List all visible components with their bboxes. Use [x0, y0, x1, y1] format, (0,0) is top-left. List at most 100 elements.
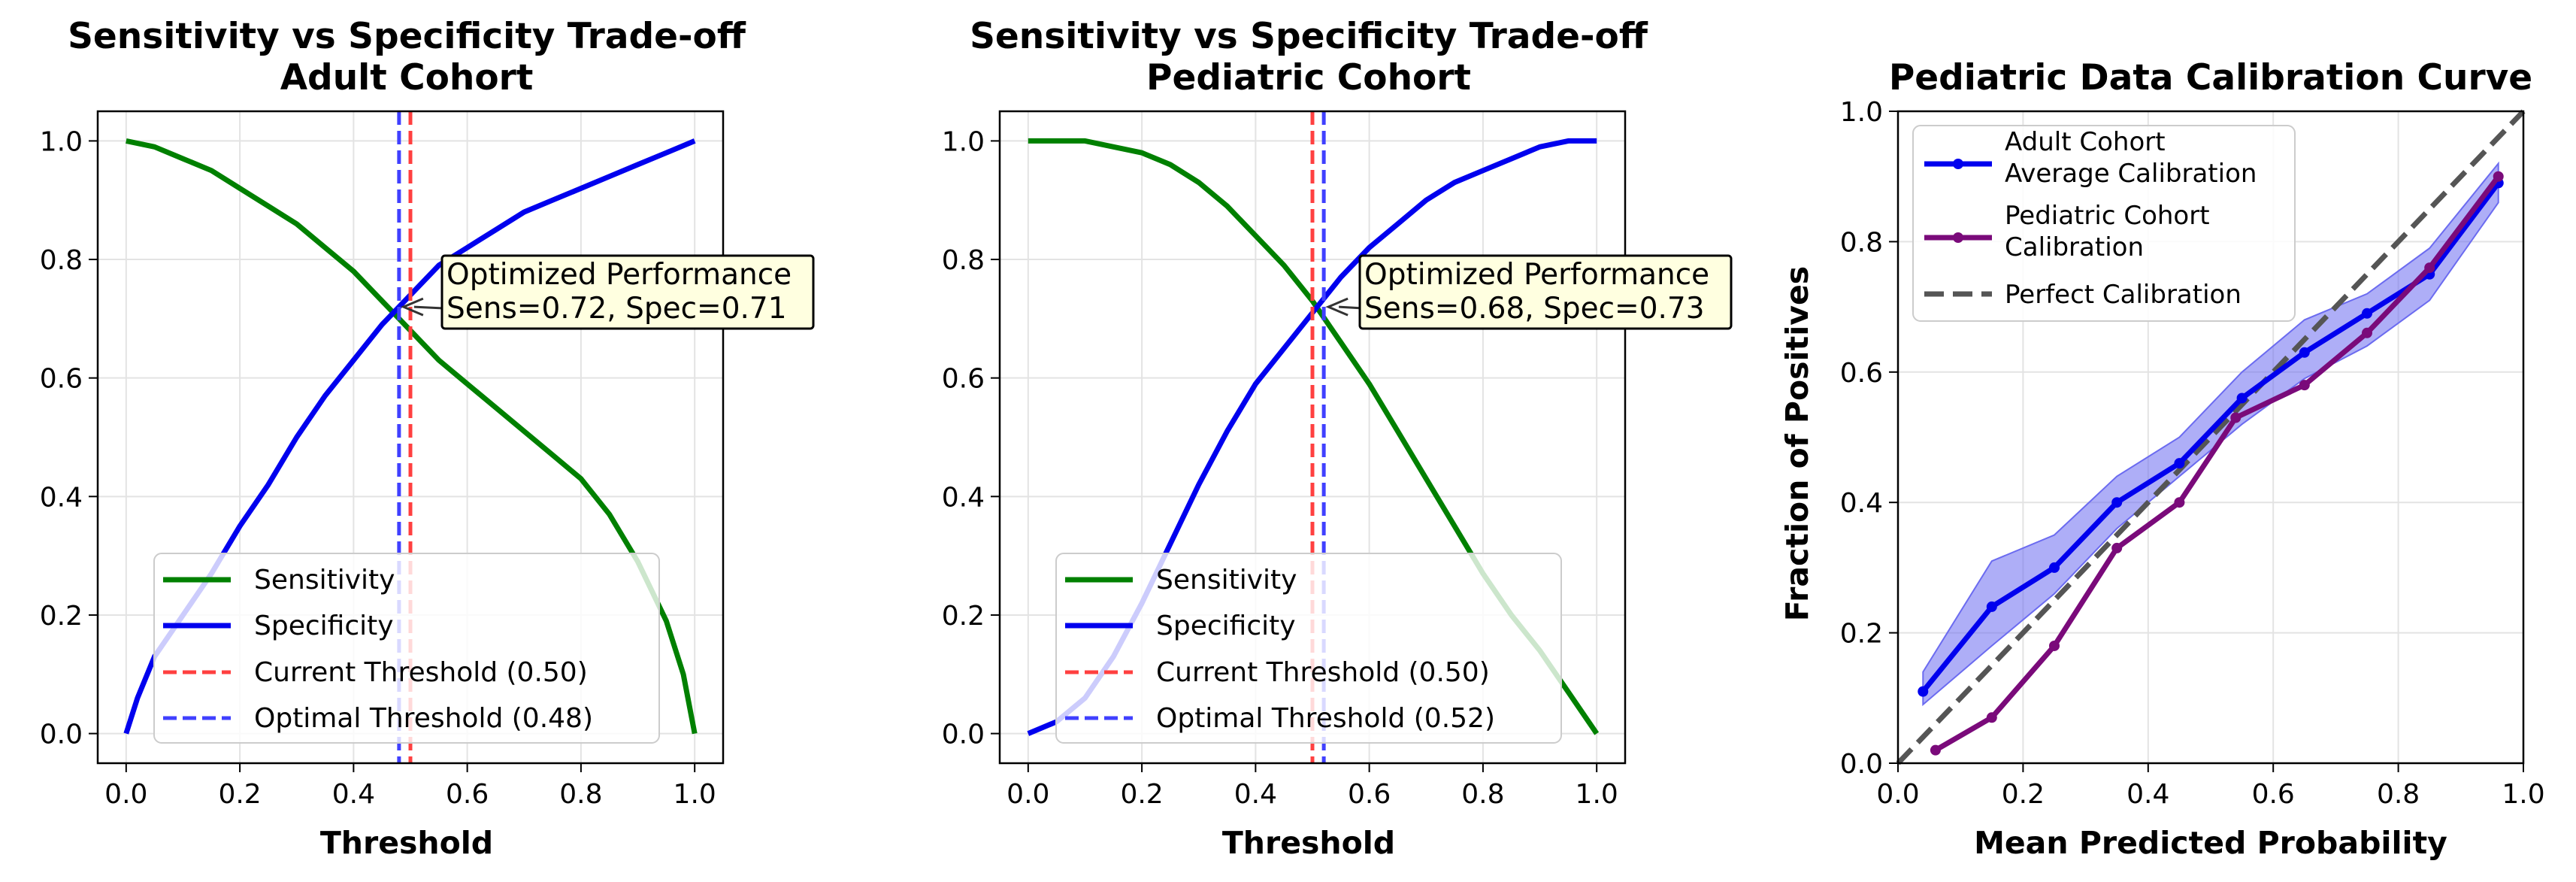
- pediatric-axes-frame: [998, 110, 1627, 765]
- pediatric-x-tick-label: 0.6: [1348, 779, 1391, 810]
- adult-x-tick-label: 0.8: [559, 779, 602, 810]
- adult-y-tick-label: 0.0: [40, 720, 83, 750]
- adult-y-tick-label: 0.6: [40, 364, 83, 395]
- calibration-pediatric-point: [2299, 380, 2310, 391]
- adult-legend-box: [153, 553, 660, 744]
- calibration-x-tick-label: 0.0: [1876, 779, 1919, 810]
- adult-annotation: Optimized Performance Sens=0.72, Spec=0.…: [440, 254, 815, 330]
- adult-panel-subtitle: Adult Cohort: [280, 57, 534, 99]
- adult-sensitivity-line: [126, 138, 698, 735]
- pediatric-legend-specificity: Specificity: [1156, 611, 1296, 641]
- calibration-pediatric-point: [2424, 262, 2435, 274]
- calibration-adult-point: [2362, 308, 2372, 319]
- pediatric-tradeoff-panel: 0.0 0.2 0.4 0.6 0.8 1.0 0.0 0.2 0.4 0.6 0.8 1.0 Sen…: [942, 16, 1733, 861]
- pediatric-annotation: Optimized Performance Sens=0.68, Spec=0.…: [1358, 254, 1733, 330]
- calibration-x-tick-label: 1.0: [2502, 779, 2544, 810]
- adult-legend-specificity: Specificity: [254, 611, 394, 641]
- calibration-legend-adult-marker: [1953, 159, 1963, 169]
- calibration-perfect-line: [1896, 109, 2526, 765]
- calibration-adult-point: [2111, 497, 2123, 508]
- pediatric-annotation-box: [1358, 254, 1733, 330]
- calibration-y-tick-label: 0.0: [1840, 749, 1883, 780]
- adult-x-tick-label: 0.0: [104, 779, 147, 810]
- pediatric-y-tick-label: 1.0: [942, 126, 985, 157]
- adult-annotation-box: [440, 254, 815, 330]
- calibration-pediatric-point: [2493, 171, 2504, 182]
- calibration-pediatric-point: [2174, 497, 2185, 508]
- adult-y-tick-label: 0.2: [40, 601, 83, 632]
- pediatric-x-tick-label: 0.4: [1234, 779, 1277, 810]
- calibration-panel: 0.0 0.2 0.4 0.6 0.8 1.0 0.0 0.2 0.4 0.6 0.8 1.0 Ped…: [1779, 57, 2545, 861]
- calibration-pediatric-point: [2362, 327, 2372, 338]
- calibration-panel-title: Pediatric Data Calibration Curve: [1889, 57, 2532, 99]
- adult-legend: Sensitivity Specificity Current Threshol…: [153, 553, 660, 744]
- pediatric-y-tick-label: 0.6: [942, 364, 985, 395]
- adult-x-tick-label: 0.2: [218, 779, 261, 810]
- calibration-y-tick-label: 0.4: [1840, 488, 1883, 519]
- adult-y-tick-label: 1.0: [40, 126, 83, 157]
- calibration-legend-perfect-label: Perfect Calibration: [2005, 280, 2242, 310]
- calibration-axes-frame: [1896, 110, 2525, 765]
- adult-y-tick-label: 0.8: [40, 245, 83, 276]
- adult-annotation-title: Optimized Performance: [446, 258, 792, 292]
- adult-x-tick-label: 0.4: [332, 779, 375, 810]
- calibration-x-axis-label: Mean Predicted Probability: [1974, 825, 2447, 861]
- calibration-pediatric-point: [1986, 712, 1997, 723]
- pediatric-annotation-arrowhead: [1325, 297, 1349, 317]
- calibration-y-tick-label: 1.0: [1840, 97, 1883, 128]
- calibration-adult-point: [1986, 601, 1997, 612]
- adult-axes-frame: [96, 110, 725, 765]
- calibration-x-tick-label: 0.8: [2377, 779, 2420, 810]
- calibration-pediatric-point: [2111, 542, 2123, 553]
- pediatric-annotation-title: Optimized Performance: [1364, 258, 1709, 292]
- calibration-adult-point: [2049, 562, 2060, 573]
- pediatric-y-tick-label: 0.0: [942, 720, 985, 750]
- adult-y-tick-label: 0.4: [40, 482, 83, 513]
- calibration-y-axis-label: Fraction of Positives: [1779, 266, 1815, 621]
- adult-panel-title: Sensitivity vs Specificity Trade-off: [68, 16, 746, 57]
- calibration-adult-point: [2174, 458, 2185, 469]
- calibration-legend-pediatric-label: Pediatric Cohort: [2005, 201, 2210, 231]
- calibration-legend-box: [1912, 125, 2296, 322]
- calibration-legend-pediatric-marker: [1953, 232, 1963, 243]
- pediatric-legend-optimal-threshold: Optimal Threshold (0.52): [1156, 703, 1495, 734]
- pediatric-legend-box: [1055, 553, 1562, 744]
- pediatric-legend-current-threshold: Current Threshold (0.50): [1156, 657, 1490, 688]
- adult-tradeoff-panel: 0.0 0.2 0.4 0.6 0.8 1.0 0.0 0.2 0.4 0.6 0.8 1.0 Sen…: [40, 16, 815, 861]
- pediatric-legend: Sensitivity Specificity Current Threshol…: [1055, 553, 1562, 744]
- calibration-y-tick-label: 0.8: [1840, 227, 1883, 258]
- calibration-x-tick-label: 0.4: [2126, 779, 2169, 810]
- calibration-y-tick-label: 0.2: [1840, 619, 1883, 650]
- calibration-x-tick-label: 0.6: [2252, 779, 2295, 810]
- pediatric-x-tick-label: 0.2: [1120, 779, 1163, 810]
- calibration-legend-pediatric-label: Calibration: [2005, 232, 2144, 262]
- adult-annotation-values: Sens=0.72, Spec=0.71: [446, 292, 787, 326]
- calibration-pediatric-line: [1934, 174, 2501, 753]
- adult-x-tick-label: 0.6: [446, 779, 489, 810]
- pediatric-x-tick-label: 0.8: [1461, 779, 1504, 810]
- adult-x-axis-label: Threshold: [320, 825, 493, 861]
- calibration-pediatric-point: [2230, 412, 2242, 423]
- calibration-adult-point: [1918, 686, 1929, 697]
- pediatric-y-tick-label: 0.8: [942, 245, 985, 276]
- adult-legend-optimal-threshold: Optimal Threshold (0.48): [254, 703, 593, 734]
- adult-annotation-arrow: [413, 305, 446, 310]
- adult-annotation-arrowhead: [401, 297, 424, 317]
- calibration-legend-adult-label: Average Calibration: [2005, 159, 2257, 189]
- calibration-pediatric-point: [1930, 744, 1941, 756]
- pediatric-panel-title: Sensitivity vs Specificity Trade-off: [970, 16, 1648, 57]
- calibration-x-tick-label: 0.2: [2002, 779, 2045, 810]
- calibration-adult-point: [2236, 393, 2248, 404]
- calibration-adult-line: [1921, 181, 2501, 693]
- adult-legend-sensitivity: Sensitivity: [254, 565, 395, 596]
- pediatric-x-axis-label: Threshold: [1222, 825, 1395, 861]
- pediatric-y-tick-label: 0.4: [942, 482, 985, 513]
- calibration-y-tick-label: 0.6: [1840, 358, 1883, 389]
- pediatric-x-tick-label: 1.0: [1576, 779, 1618, 810]
- calibration-legend-adult-label: Adult Cohort: [2005, 127, 2166, 157]
- calibration-adult-point: [2299, 347, 2310, 358]
- pediatric-y-tick-label: 0.2: [942, 601, 985, 632]
- adult-x-tick-label: 1.0: [674, 779, 716, 810]
